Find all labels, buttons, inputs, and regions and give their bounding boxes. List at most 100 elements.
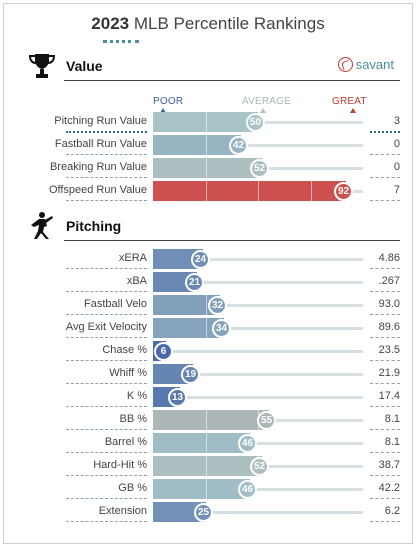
grid-line	[311, 181, 312, 201]
percentile-track	[153, 442, 363, 445]
savant-logo[interactable]: savant	[337, 57, 394, 72]
percentile-badge: 19	[181, 365, 200, 384]
percentile-row[interactable]: K % 13 17.4	[26, 387, 400, 407]
percentile-row[interactable]: Pitching Run Value 50 3	[26, 112, 400, 133]
grid-line	[206, 295, 207, 315]
percentile-track	[153, 350, 363, 353]
grid-line	[206, 112, 207, 132]
percentile-badge: 52	[250, 159, 269, 178]
metric-label: Breaking Run Value	[49, 161, 147, 173]
percentile-bar	[153, 158, 262, 178]
row-divider	[66, 177, 147, 178]
grid-line	[258, 181, 259, 201]
poor-marker-icon	[160, 108, 166, 113]
percentile-bar	[153, 456, 262, 476]
metric-value: 4.86	[378, 252, 400, 264]
row-divider	[66, 291, 147, 292]
percentile-row[interactable]: Offspeed Run Value 92 7	[26, 181, 400, 201]
title-year: 2023	[91, 14, 130, 33]
trophy-icon	[26, 50, 58, 82]
percentile-row[interactable]: Barrel % 46 8.1	[26, 433, 400, 453]
percentile-row[interactable]: Fastball Velo 32 93.0	[26, 295, 400, 315]
value-divider	[370, 498, 400, 499]
grid-line	[206, 433, 207, 453]
percentile-badge: 55	[257, 411, 276, 430]
value-divider	[370, 291, 400, 292]
row-divider	[66, 268, 147, 269]
metric-label: Fastball Run Value	[54, 138, 147, 150]
percentile-badge: 21	[185, 273, 204, 292]
value-divider	[370, 452, 400, 453]
percentile-row[interactable]: Chase % 6 23.5	[26, 341, 400, 361]
metric-value: 17.4	[378, 390, 400, 402]
row-divider	[66, 452, 147, 453]
grid-line	[206, 158, 207, 178]
value-divider	[370, 475, 400, 476]
metric-value: 21.9	[378, 367, 400, 379]
metric-label: Offspeed Run Value	[48, 184, 147, 196]
row-divider	[66, 475, 147, 476]
metric-label: Pitching Run Value	[54, 115, 147, 127]
percentile-card: 2023 MLB Percentile Rankings Value savan…	[3, 3, 413, 544]
percentile-bar	[153, 410, 269, 430]
scale-great-label: GREAT	[332, 96, 367, 107]
value-divider	[370, 177, 400, 178]
percentile-badge: 24	[191, 250, 210, 269]
value-divider	[370, 268, 400, 269]
percentile-row[interactable]: Extension 25 6.2	[26, 502, 400, 522]
percentile-bar	[153, 181, 346, 201]
page-title: 2023 MLB Percentile Rankings	[4, 14, 412, 34]
metric-value: 8.1	[384, 436, 400, 448]
metric-label: xERA	[118, 252, 147, 264]
grid-line	[206, 410, 207, 430]
metric-label: Chase %	[102, 344, 147, 356]
row-divider	[66, 521, 147, 522]
row-divider	[66, 337, 147, 338]
value-section-header: Value savant	[26, 50, 400, 84]
percentile-row[interactable]: Breaking Run Value 52 0	[26, 158, 400, 178]
percentile-bar	[153, 433, 250, 453]
value-divider	[370, 406, 400, 407]
percentile-track	[153, 144, 363, 147]
percentile-badge: 92	[334, 182, 353, 201]
row-divider	[66, 429, 147, 430]
percentile-badge: 6	[154, 342, 173, 361]
scale-poor-label: POOR	[153, 96, 184, 107]
percentile-row[interactable]: Whiff % 19 21.9	[26, 364, 400, 384]
percentile-row[interactable]: GB % 46 42.2	[26, 479, 400, 499]
percentile-row[interactable]: BB % 55 8.1	[26, 410, 400, 430]
value-divider	[370, 154, 400, 155]
percentile-row[interactable]: Hard-Hit % 52 38.7	[26, 456, 400, 476]
row-divider	[66, 498, 147, 499]
grid-line	[206, 135, 207, 155]
percentile-track	[153, 488, 363, 491]
metric-label: xBA	[126, 275, 147, 287]
percentile-badge: 25	[194, 503, 213, 522]
value-divider	[370, 131, 400, 133]
percentile-track	[153, 373, 363, 376]
percentile-badge: 32	[208, 296, 227, 315]
percentile-row[interactable]: xERA 24 4.86	[26, 249, 400, 269]
metric-value: 0	[393, 138, 400, 150]
metric-value: 38.7	[378, 459, 400, 471]
pitching-section-title: Pitching	[66, 218, 122, 234]
row-divider	[66, 154, 147, 155]
percentile-track	[153, 281, 363, 284]
metric-label: Barrel %	[104, 436, 147, 448]
metric-value: 8.1	[384, 413, 400, 425]
metric-value: 3	[393, 115, 400, 127]
percentile-track	[153, 511, 363, 514]
value-divider	[370, 383, 400, 384]
percentile-row[interactable]: Avg Exit Velocity 34 89.6	[26, 318, 400, 338]
percentile-bar	[153, 479, 250, 499]
pitching-section-header: Pitching	[26, 210, 400, 244]
percentile-badge: 50	[246, 113, 265, 132]
percentile-row[interactable]: Fastball Run Value 42 0	[26, 135, 400, 155]
percentile-row[interactable]: xBA 21 .267	[26, 272, 400, 292]
metric-value: 23.5	[378, 344, 400, 356]
metric-value: .267	[378, 275, 400, 287]
pitcher-icon	[26, 210, 58, 242]
metric-value: 89.6	[378, 321, 400, 333]
value-divider	[370, 337, 400, 338]
section-rule	[64, 80, 400, 81]
